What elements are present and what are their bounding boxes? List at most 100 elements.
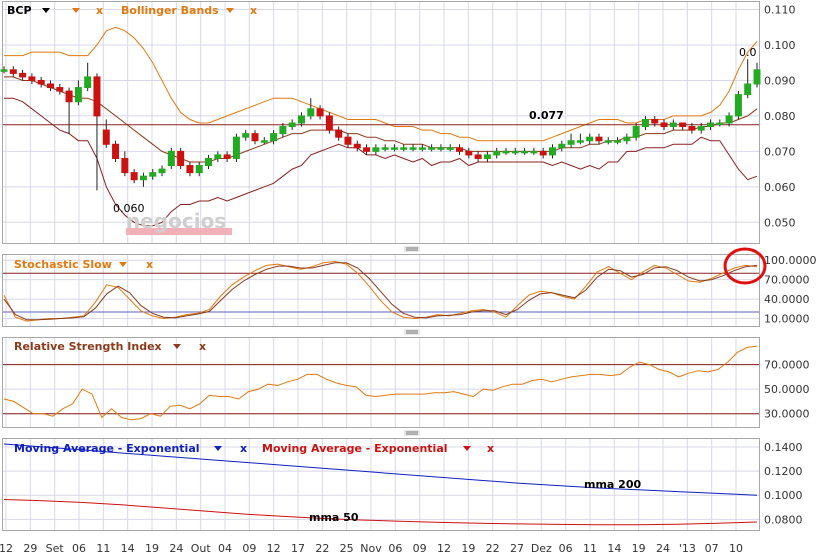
bollinger-dropdown-icon[interactable] bbox=[226, 8, 234, 13]
candle bbox=[158, 168, 166, 174]
x-tick-label: 22 bbox=[315, 542, 329, 555]
candle bbox=[0, 69, 8, 72]
rsi-tick-label: 30.0000 bbox=[764, 408, 810, 421]
price-tick-label: 0.080 bbox=[764, 110, 796, 123]
candle bbox=[400, 147, 408, 150]
candle bbox=[232, 136, 240, 159]
candle bbox=[325, 115, 333, 131]
ema50-close-icon[interactable]: x bbox=[487, 442, 494, 455]
candle bbox=[679, 122, 687, 128]
candle bbox=[725, 115, 733, 124]
candle bbox=[651, 118, 659, 124]
rsi-label: Relative Strength Index bbox=[14, 340, 162, 353]
add-indicator-dropdown-icon[interactable] bbox=[72, 8, 80, 13]
x-tick-label: Out bbox=[191, 542, 212, 555]
stoch-resize-handle[interactable] bbox=[404, 246, 420, 252]
candle bbox=[548, 147, 556, 156]
candle bbox=[734, 94, 742, 117]
candle bbox=[130, 172, 138, 181]
x-tick-label: 17 bbox=[291, 542, 305, 555]
candle bbox=[344, 136, 352, 145]
axis-layer: 0.1100.1000.0900.0800.0700.0600.050100.0… bbox=[0, 4, 817, 555]
x-tick-label: 25 bbox=[340, 542, 354, 555]
candle bbox=[46, 83, 54, 89]
candle bbox=[446, 147, 454, 150]
x-tick-label: 22 bbox=[486, 542, 500, 555]
stoch-tick-label: 10.0000 bbox=[764, 313, 810, 326]
rsi-layer bbox=[3, 345, 759, 421]
candle bbox=[595, 136, 603, 142]
stoch-k-line bbox=[3, 260, 758, 322]
rsi-line bbox=[3, 345, 758, 421]
x-tick-label: 06 bbox=[388, 542, 402, 555]
x-tick-label: Dez bbox=[531, 542, 552, 555]
price-tick-label: 0.090 bbox=[764, 74, 796, 87]
candle bbox=[465, 150, 473, 156]
x-tick-label: 12 bbox=[267, 542, 281, 555]
ma-resize-handle[interactable] bbox=[404, 430, 420, 436]
close-icon[interactable]: x bbox=[96, 4, 103, 17]
candle bbox=[474, 154, 482, 159]
candle bbox=[409, 147, 417, 150]
highlight-circle bbox=[723, 247, 767, 285]
candle bbox=[279, 126, 287, 135]
x-tick-label: 27 bbox=[510, 542, 524, 555]
candle bbox=[37, 79, 45, 85]
candle bbox=[586, 136, 594, 142]
x-tick-label: 10 bbox=[729, 542, 743, 555]
candle bbox=[242, 133, 250, 138]
low-label: 0.060 bbox=[113, 202, 145, 215]
mma50-label: mma 50 bbox=[309, 511, 359, 524]
ticker-dropdown-icon[interactable] bbox=[42, 8, 50, 13]
price-tick-label: 0.110 bbox=[764, 4, 796, 17]
rsi-tick-label: 70.0000 bbox=[764, 359, 810, 372]
candle bbox=[558, 143, 566, 149]
candle bbox=[112, 143, 120, 159]
ema50-line bbox=[3, 499, 758, 526]
candle bbox=[669, 122, 677, 128]
candle bbox=[19, 72, 27, 78]
stoch-dropdown-icon[interactable] bbox=[119, 262, 127, 267]
candle bbox=[56, 87, 64, 92]
rsi-close-icon[interactable]: x bbox=[199, 340, 206, 353]
candle bbox=[614, 140, 622, 143]
ema200-close-icon[interactable]: x bbox=[240, 442, 247, 455]
ticker-label: BCP bbox=[7, 4, 32, 17]
stoch-d-line bbox=[3, 262, 758, 321]
rsi-resize-handle[interactable] bbox=[404, 329, 420, 335]
rsi-dropdown-icon[interactable] bbox=[173, 344, 181, 349]
x-tick-label: 14 bbox=[607, 542, 621, 555]
candle bbox=[660, 122, 668, 128]
stoch-close-icon[interactable]: x bbox=[146, 258, 153, 271]
x-tick-label: '13 bbox=[679, 542, 696, 555]
x-tick-label: 09 bbox=[413, 542, 427, 555]
candle bbox=[390, 147, 398, 150]
candle bbox=[428, 147, 436, 150]
high-label: 0.0 bbox=[739, 46, 757, 59]
price-tick-label: 0.100 bbox=[764, 39, 796, 52]
candle bbox=[316, 108, 324, 117]
ema50-dropdown-icon[interactable] bbox=[463, 446, 471, 451]
candle bbox=[223, 154, 231, 159]
candle bbox=[177, 150, 185, 167]
bb-middle-line bbox=[4, 76, 758, 163]
candle bbox=[493, 150, 501, 156]
candle bbox=[93, 76, 101, 117]
bollinger-close-icon[interactable]: x bbox=[250, 4, 257, 17]
stoch-tick-label: 70.0000 bbox=[764, 274, 810, 287]
x-tick-label: Set bbox=[46, 542, 65, 555]
candle bbox=[149, 172, 157, 177]
candle bbox=[102, 129, 110, 145]
stoch-tick-label: 40.0000 bbox=[764, 293, 810, 306]
x-tick-label: 12 bbox=[0, 542, 13, 555]
candle bbox=[381, 147, 389, 150]
candle bbox=[632, 126, 640, 138]
x-tick-label: 24 bbox=[656, 542, 670, 555]
ma-tick-label: 0.1000 bbox=[764, 489, 803, 502]
hline-label: 0.077 bbox=[529, 109, 564, 122]
price-layer bbox=[0, 26, 761, 227]
x-tick-label: 19 bbox=[145, 542, 159, 555]
ema200-dropdown-icon[interactable] bbox=[214, 446, 222, 451]
candle bbox=[576, 140, 584, 143]
